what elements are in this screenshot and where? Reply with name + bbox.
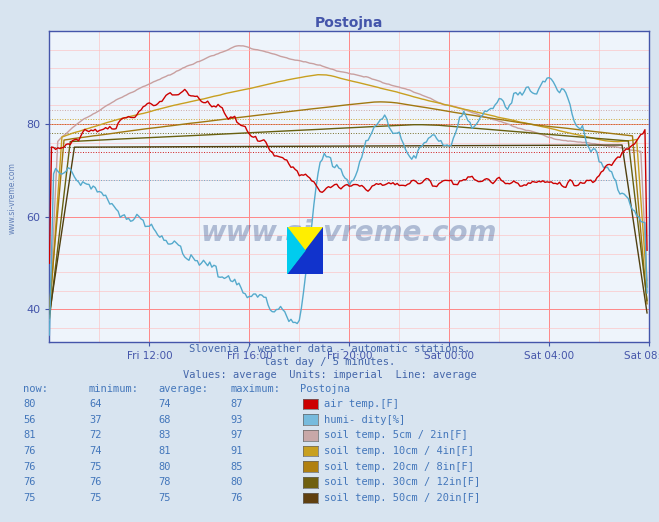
Text: 76: 76 xyxy=(23,478,36,488)
Text: minimum:: minimum: xyxy=(89,384,139,394)
Text: 37: 37 xyxy=(89,415,101,425)
Text: 76: 76 xyxy=(23,462,36,472)
Text: 85: 85 xyxy=(231,462,243,472)
Text: soil temp. 10cm / 4in[F]: soil temp. 10cm / 4in[F] xyxy=(324,446,474,456)
Text: Slovenia / weather data - automatic stations.: Slovenia / weather data - automatic stat… xyxy=(189,345,470,354)
Text: 76: 76 xyxy=(23,446,36,456)
Text: 81: 81 xyxy=(23,431,36,441)
Text: 64: 64 xyxy=(89,399,101,409)
Text: 97: 97 xyxy=(231,431,243,441)
Text: 81: 81 xyxy=(158,446,171,456)
Text: 75: 75 xyxy=(23,493,36,503)
Text: 72: 72 xyxy=(89,431,101,441)
Text: 56: 56 xyxy=(23,415,36,425)
Text: 80: 80 xyxy=(158,462,171,472)
Text: 93: 93 xyxy=(231,415,243,425)
Text: 75: 75 xyxy=(89,493,101,503)
Text: 83: 83 xyxy=(158,431,171,441)
Text: maximum:: maximum: xyxy=(231,384,281,394)
Text: www.si-vreme.com: www.si-vreme.com xyxy=(8,162,17,234)
Title: Postojna: Postojna xyxy=(315,16,384,30)
Text: humi- dity[%]: humi- dity[%] xyxy=(324,415,405,425)
Text: air temp.[F]: air temp.[F] xyxy=(324,399,399,409)
Text: soil temp. 5cm / 2in[F]: soil temp. 5cm / 2in[F] xyxy=(324,431,468,441)
Text: 87: 87 xyxy=(231,399,243,409)
Text: 74: 74 xyxy=(89,446,101,456)
Text: Postojna: Postojna xyxy=(300,384,350,394)
Text: 74: 74 xyxy=(158,399,171,409)
Polygon shape xyxy=(287,227,323,274)
Text: www.si-vreme.com: www.si-vreme.com xyxy=(201,219,498,247)
Text: soil temp. 20cm / 8in[F]: soil temp. 20cm / 8in[F] xyxy=(324,462,474,472)
Text: 76: 76 xyxy=(231,493,243,503)
Text: average:: average: xyxy=(158,384,208,394)
Text: 80: 80 xyxy=(23,399,36,409)
Text: 75: 75 xyxy=(158,493,171,503)
Text: last day / 5 minutes.: last day / 5 minutes. xyxy=(264,358,395,367)
Text: 80: 80 xyxy=(231,478,243,488)
Text: soil temp. 30cm / 12in[F]: soil temp. 30cm / 12in[F] xyxy=(324,478,480,488)
Text: now:: now: xyxy=(23,384,48,394)
Polygon shape xyxy=(287,227,323,274)
Polygon shape xyxy=(287,227,304,274)
Text: 68: 68 xyxy=(158,415,171,425)
Text: soil temp. 50cm / 20in[F]: soil temp. 50cm / 20in[F] xyxy=(324,493,480,503)
Text: 78: 78 xyxy=(158,478,171,488)
Text: 75: 75 xyxy=(89,462,101,472)
Text: 76: 76 xyxy=(89,478,101,488)
Text: 91: 91 xyxy=(231,446,243,456)
Text: Values: average  Units: imperial  Line: average: Values: average Units: imperial Line: av… xyxy=(183,371,476,381)
